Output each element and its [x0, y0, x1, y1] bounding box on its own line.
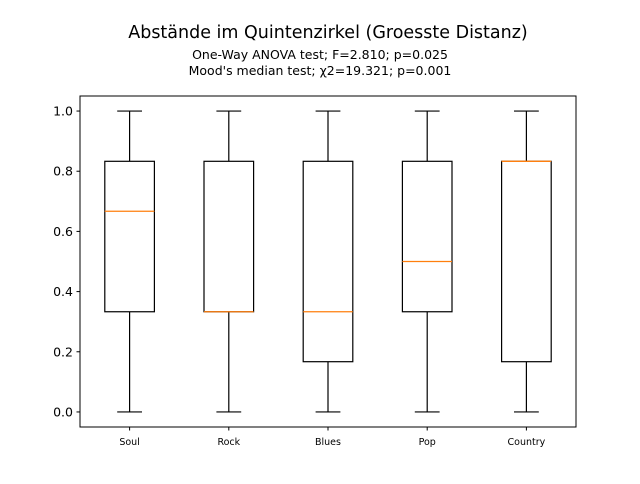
- y-tick-label-5: 1.0: [53, 104, 73, 119]
- plot-area: 0.0 0.2 0.4 0.6 0.8 1.0 Soul Rock Blues Pop Countr…: [53, 95, 577, 448]
- y-tick-label-3: 0.6: [53, 224, 73, 239]
- box-group-country: [501, 110, 552, 413]
- chart-subtitle-mood: Mood's median test; χ2=19.321; p=0.001: [189, 63, 452, 78]
- box-group-soul: [104, 110, 156, 413]
- y-tick-label-2: 0.4: [53, 284, 73, 299]
- y-tick-label-1: 0.2: [53, 344, 73, 359]
- y-tick-label-0: 0.0: [53, 404, 73, 419]
- x-tick-label-soul: Soul: [119, 437, 140, 448]
- box-blues: [302, 160, 354, 363]
- y-tick-label-4: 0.8: [53, 164, 73, 179]
- box-group-pop: [401, 110, 453, 413]
- box-soul: [104, 160, 156, 313]
- x-tick-label-country: Country: [508, 437, 546, 448]
- x-tick-label-rock: Rock: [217, 437, 240, 448]
- chart-subtitle-anova: One-Way ANOVA test; F=2.810; p=0.025: [192, 47, 448, 62]
- x-tick-label-blues: Blues: [315, 437, 341, 448]
- box-pop: [401, 160, 453, 313]
- box-group-rock: [203, 110, 255, 413]
- x-tick-label-pop: Pop: [419, 437, 436, 448]
- chart-title: Abstände im Quintenzirkel (Groesste Dist…: [128, 23, 528, 43]
- box-group-blues: [302, 110, 354, 413]
